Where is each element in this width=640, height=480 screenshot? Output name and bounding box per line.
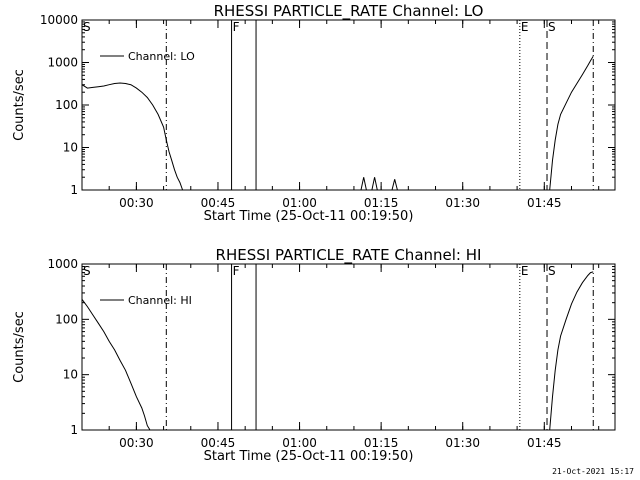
chart2-xtick-label: 01:15 <box>364 436 399 450</box>
chart2-series-segment <box>549 271 594 431</box>
chart1-xtick-label: 01:00 <box>282 196 317 210</box>
chart1-legend-label: Channel: LO <box>128 50 195 63</box>
chart2-ylabel: Counts/sec <box>12 311 27 383</box>
chart2-title: RHESSI PARTICLE_RATE Channel: HI <box>216 246 482 265</box>
chart2-xtick-label: 00:45 <box>201 436 236 450</box>
chart1-ytick-label: 10 <box>63 141 78 155</box>
chart1-ytick-label: 1 <box>70 183 78 197</box>
chart2-ytick-label: 10 <box>63 368 78 382</box>
chart2-ytick-label: 1000 <box>47 257 78 271</box>
chart2-xlabel: Start Time (25-Oct-11 00:19:50) <box>204 449 414 464</box>
chart1-xtick-label: 00:30 <box>119 196 154 210</box>
chart1-marker-label: E <box>521 20 529 34</box>
chart1-marker-label: S <box>83 20 91 34</box>
chart2-marker-label: E <box>521 264 529 278</box>
chart1-ytick-label: 10000 <box>40 13 78 27</box>
chart1-series-segment <box>391 179 398 191</box>
chart1-series-segment <box>81 82 184 191</box>
chart1-series-segment <box>549 56 594 191</box>
chart2-xtick-label: 01:30 <box>445 436 480 450</box>
chart1-xtick-label: 01:30 <box>445 196 480 210</box>
chart1-marker-label: S <box>548 20 556 34</box>
chart2-legend-label: Channel: HI <box>128 294 192 307</box>
chart1-marker-label: F <box>233 20 240 34</box>
chart2-plot-frame <box>81 263 616 431</box>
chart1-xtick-label: 00:45 <box>201 196 236 210</box>
chart2-xtick-label: 00:30 <box>119 436 154 450</box>
footer-timestamp: 21-Oct-2021 15:17 <box>552 467 634 476</box>
chart1-ytick-label: 100 <box>55 98 78 112</box>
chart1-ytick-label: 1000 <box>47 56 78 70</box>
chart1-series-segment <box>360 177 367 191</box>
chart2-ytick-label: 100 <box>55 312 78 326</box>
chart2-marker-label: F <box>233 264 240 278</box>
chart2-xtick-label: 01:45 <box>527 436 562 450</box>
chart2-ytick-label: 1 <box>70 423 78 437</box>
chart2-marker-label: S <box>83 264 91 278</box>
chart2-xtick-label: 01:00 <box>282 436 317 450</box>
chart1-xlabel: Start Time (25-Oct-11 00:19:50) <box>204 209 414 224</box>
chart1-plot-frame <box>81 19 616 191</box>
chart1-series-segment <box>371 177 378 191</box>
chart1-xtick-label: 01:15 <box>364 196 399 210</box>
chart1-title: RHESSI PARTICLE_RATE Channel: LO <box>214 2 484 21</box>
chart2-series-segment <box>81 299 151 431</box>
chart2-marker-label: S <box>548 264 556 278</box>
chart1-xtick-label: 01:45 <box>527 196 562 210</box>
chart1-ylabel: Counts/sec <box>12 69 27 141</box>
